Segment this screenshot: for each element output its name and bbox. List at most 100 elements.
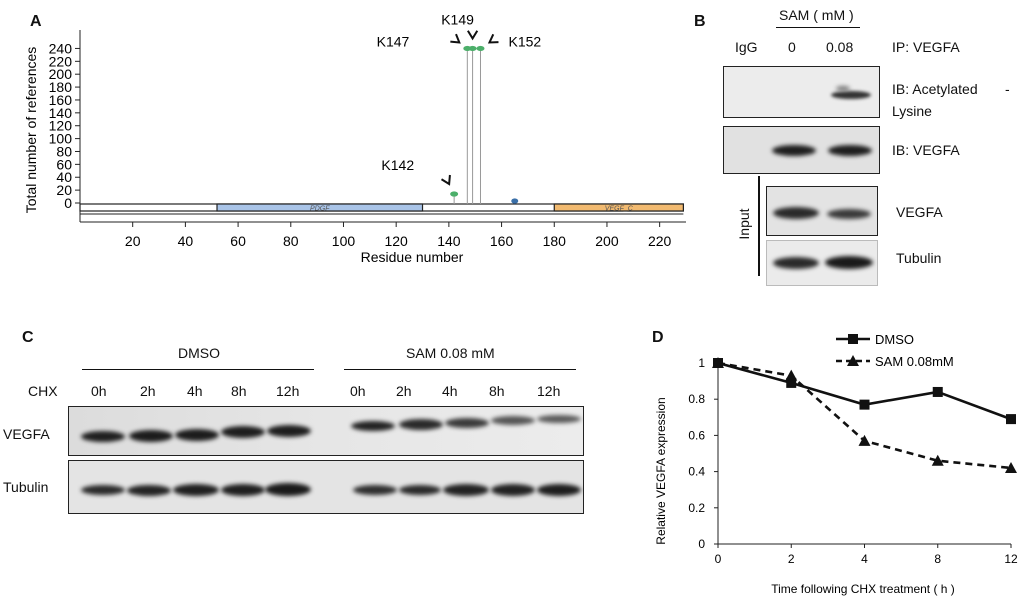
y-tick-label: 240 [49, 40, 73, 56]
timepoint-label: 0h [350, 383, 366, 399]
band [221, 426, 265, 438]
band [825, 256, 873, 269]
x-tick-label: 12 [1004, 552, 1018, 566]
domain-label: PDGF [310, 206, 330, 213]
y-tick-label: 0 [698, 537, 705, 551]
ib-acetyl-label-2: Lysine [892, 103, 932, 119]
panel-label-a: A [30, 13, 42, 30]
band [491, 484, 535, 496]
band [175, 429, 219, 441]
blot-tubulin-timecourse [68, 460, 584, 514]
data-point [712, 357, 724, 368]
site-arrow [450, 33, 461, 44]
lollipop-head-k149 [468, 45, 477, 52]
band [445, 418, 489, 428]
timepoint-label: 2h [140, 383, 156, 399]
timepoint-label: 12h [537, 383, 561, 399]
y-tick-label: 220 [49, 53, 73, 69]
data-point [858, 434, 871, 446]
band [831, 91, 871, 99]
x-tick-label: 80 [283, 233, 299, 249]
legend-marker [848, 334, 858, 344]
series-line-sam [717, 361, 1012, 470]
y-tick-label: 0.2 [688, 501, 705, 515]
blot-input-tubulin [766, 240, 878, 286]
timepoint-label: 8h [489, 383, 505, 399]
y-tick-label: 120 [49, 118, 73, 134]
band [537, 415, 581, 423]
lane-label-igg: IgG [735, 39, 758, 55]
domain-vegf_c [553, 203, 684, 212]
band [129, 430, 173, 442]
y-tick-label: 0.8 [688, 392, 705, 406]
lollipop-head-k142 [450, 191, 459, 197]
line-chart: 0 0.2 0.4 0.6 0.8 1 0 2 4 8 12 DMSO SAM 0.08mM Rela… [654, 332, 1018, 596]
band [537, 484, 581, 496]
x-tick-label: 220 [648, 233, 672, 249]
panel-d-xlabel: Time following CHX treatment ( h ) [771, 582, 955, 596]
panel-d-ylabel: Relative VEGFA expression [654, 397, 668, 544]
x-tick-label: 40 [178, 233, 194, 249]
band [173, 484, 219, 496]
data-point [1005, 461, 1017, 473]
timepoint-label: 0h [91, 383, 107, 399]
site-label-k152: K152 [508, 33, 541, 49]
timepoint-label: 4h [442, 383, 458, 399]
x-tick-label: 200 [595, 233, 619, 249]
timepoint-label: 2h [396, 383, 412, 399]
y-tick-label: 0.6 [688, 428, 705, 442]
group-dmso-line [82, 369, 314, 370]
y-tick-label: 40 [56, 169, 72, 185]
panel-label-b: B [694, 13, 706, 30]
group-sam: SAM 0.08 mM [406, 345, 495, 361]
band [399, 419, 443, 430]
blot-ib-vegfa [723, 126, 880, 174]
band [491, 416, 535, 425]
band [267, 425, 311, 437]
band [828, 145, 872, 156]
group-dmso: DMSO [178, 345, 220, 361]
band [836, 86, 850, 91]
band [827, 209, 871, 219]
input-vegfa-label: VEGFA [896, 204, 943, 220]
panel-label-c: C [22, 329, 34, 346]
timepoint-label: 8h [231, 383, 247, 399]
lane-label-008: 0.08 [826, 39, 854, 55]
blot-input-vegfa [766, 186, 878, 236]
band [265, 483, 311, 496]
timepoint-label: 12h [276, 383, 300, 399]
x-tick-label: 180 [543, 233, 567, 249]
input-bracket [758, 176, 760, 276]
x-tick-label: 8 [934, 552, 941, 566]
band [399, 485, 441, 495]
band [81, 485, 125, 495]
y-tick-label: 60 [56, 156, 72, 172]
legend-label: SAM 0.08mM [875, 354, 954, 369]
site-arrow [467, 30, 479, 41]
lane-label-0: 0 [788, 39, 796, 55]
data-point [786, 377, 797, 388]
x-tick-label: 4 [861, 552, 868, 566]
band [221, 484, 265, 496]
site-label-k142: K142 [381, 157, 414, 173]
band [353, 485, 397, 495]
row-label-vegfa: VEGFA [3, 426, 50, 442]
x-tick-label: 140 [437, 233, 461, 249]
data-point [931, 454, 944, 466]
x-tick-label: 60 [230, 233, 246, 249]
ib-acetyl-label: IB: Acetylated [892, 81, 978, 97]
panel-label-d: D [652, 329, 664, 346]
x-tick-label: 2 [788, 552, 795, 566]
y-tick-label: 80 [56, 143, 72, 159]
data-point [932, 386, 943, 397]
y-tick-label: 20 [56, 182, 72, 198]
domain-pdgf [216, 203, 424, 212]
y-tick-label: 1 [698, 356, 705, 370]
y-tick-label: 0 [64, 195, 72, 211]
x-tick-label: 160 [490, 233, 514, 249]
domain-label: VEGF_C [605, 206, 634, 213]
blot-vegfa-timecourse [68, 406, 584, 456]
ip-label: IP: VEGFA [892, 39, 960, 55]
ib-vegfa-label: IB: VEGFA [892, 142, 960, 158]
